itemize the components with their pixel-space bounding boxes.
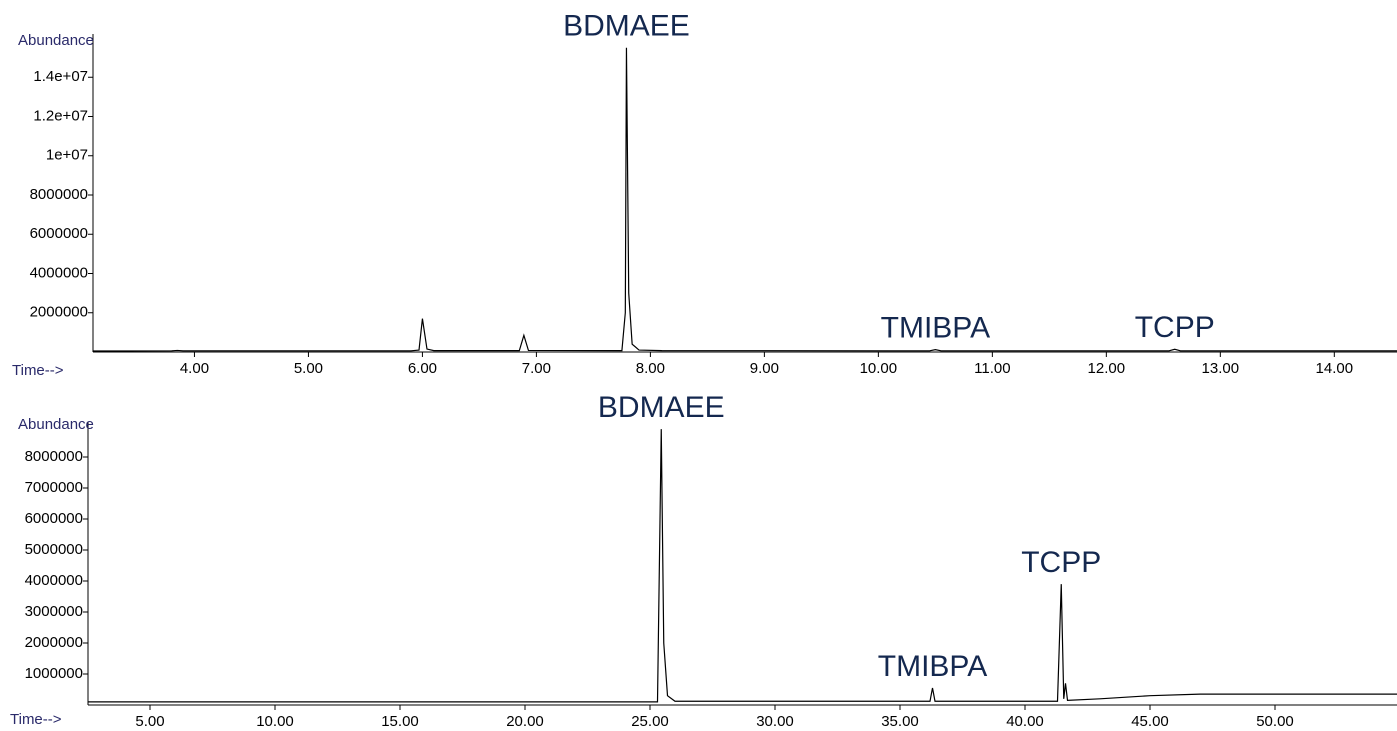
x-tick-label: 10.00: [256, 713, 294, 730]
peak-label: TCPP: [1135, 311, 1215, 344]
peak-label: TMIBPA: [878, 650, 987, 683]
y-tick-label: 4000000: [30, 264, 88, 281]
y-tick-label: 2000000: [25, 634, 83, 651]
x-tick-label: 30.00: [756, 713, 794, 730]
x-axis-label: Time-->: [12, 362, 64, 379]
x-tick-label: 11.00: [974, 360, 1010, 377]
y-tick-label: 5000000: [25, 541, 83, 558]
x-tick-label: 9.00: [750, 360, 779, 377]
y-tick-label: 7000000: [25, 479, 83, 496]
y-tick-label: 6000000: [30, 225, 88, 242]
x-tick-label: 13.00: [1202, 360, 1240, 377]
x-tick-label: 6.00: [408, 360, 437, 377]
x-tick-label: 12.00: [1088, 360, 1126, 377]
y-tick-label: 2000000: [30, 304, 88, 321]
trace: [92, 47, 1397, 352]
x-tick-label: 20.00: [506, 713, 544, 730]
trace: [88, 429, 1397, 703]
y-tick-label: 1.2e+07: [33, 107, 88, 124]
y-tick-label: 3000000: [25, 603, 83, 620]
y-axis-label: Abundance: [18, 32, 94, 49]
peak-label: TMIBPA: [881, 312, 990, 345]
x-tick-label: 7.00: [522, 360, 551, 377]
x-tick-label: 45.00: [1131, 713, 1169, 730]
x-tick-label: 15.00: [381, 713, 419, 730]
y-tick-label: 1e+07: [46, 147, 88, 164]
y-tick-label: 4000000: [25, 572, 83, 589]
y-tick-label: 8000000: [25, 448, 83, 465]
y-tick-label: 6000000: [25, 510, 83, 527]
x-tick-label: 10.00: [860, 360, 898, 377]
x-tick-label: 5.00: [294, 360, 323, 377]
peak-label: TCPP: [1021, 546, 1101, 579]
y-tick-label: 1000000: [25, 665, 83, 682]
x-tick-label: 35.00: [881, 713, 919, 730]
x-tick-label: 8.00: [636, 360, 665, 377]
x-tick-label: 50.00: [1256, 713, 1294, 730]
y-axis-label: Abundance: [18, 416, 94, 433]
y-tick-label: 1.4e+07: [33, 68, 88, 85]
x-tick-label: 14.00: [1316, 360, 1354, 377]
x-tick-label: 5.00: [135, 713, 164, 730]
x-axis-label: Time-->: [10, 711, 62, 728]
peak-label: BDMAEE: [598, 391, 725, 424]
x-tick-label: 4.00: [180, 360, 209, 377]
y-tick-label: 8000000: [30, 186, 88, 203]
x-tick-label: 25.00: [631, 713, 669, 730]
peak-label: BDMAEE: [563, 10, 690, 43]
x-tick-label: 40.00: [1006, 713, 1044, 730]
